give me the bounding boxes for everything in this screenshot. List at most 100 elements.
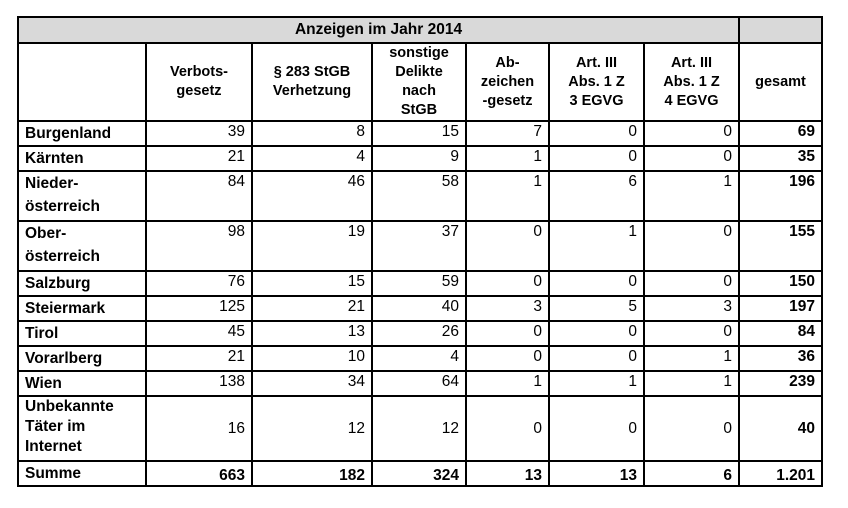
value-cell: 10 xyxy=(251,345,373,372)
table-row: Ober-österreich 98 19 37 0 1 0 155 xyxy=(17,220,823,272)
value-cell: 45 xyxy=(145,320,253,347)
value-cell: 58 xyxy=(371,170,467,222)
row-label: Vorarlberg xyxy=(17,345,147,372)
table-row: Kärnten 21 4 9 1 0 0 35 xyxy=(17,145,823,172)
row-total-cell: 40 xyxy=(738,395,823,462)
sum-cell: 663 xyxy=(145,460,253,487)
value-cell: 4 xyxy=(251,145,373,172)
column-header: sonstige Delikte nach StGB xyxy=(371,42,467,122)
value-cell: 0 xyxy=(465,320,550,347)
statistics-table: Anzeigen im Jahr 2014 Verbots-gesetz § 28… xyxy=(17,16,823,487)
row-total-cell: 196 xyxy=(738,170,823,222)
value-cell: 0 xyxy=(465,270,550,297)
row-label: Burgenland xyxy=(17,120,147,147)
value-cell: 0 xyxy=(643,270,740,297)
value-cell: 0 xyxy=(548,120,645,147)
value-cell: 1 xyxy=(465,170,550,222)
row-total-cell: 150 xyxy=(738,270,823,297)
row-label: Unbekannte Täter im Internet xyxy=(17,395,147,462)
value-cell: 1 xyxy=(548,220,645,272)
value-cell: 1 xyxy=(465,145,550,172)
sum-cell: 182 xyxy=(251,460,373,487)
value-cell: 16 xyxy=(145,395,253,462)
row-total-cell: 155 xyxy=(738,220,823,272)
table-row: Burgenland 39 8 15 7 0 0 69 xyxy=(17,120,823,147)
value-cell: 0 xyxy=(548,270,645,297)
value-cell: 64 xyxy=(371,370,467,397)
value-cell: 6 xyxy=(548,170,645,222)
sum-cell: 13 xyxy=(548,460,645,487)
row-label: Nieder-österreich xyxy=(17,170,147,222)
value-cell: 0 xyxy=(643,120,740,147)
column-header: § 283 StGB Verhetzung xyxy=(251,42,373,122)
value-cell: 26 xyxy=(371,320,467,347)
table-row: Nieder-österreich 84 46 58 1 6 1 196 xyxy=(17,170,823,222)
value-cell: 1 xyxy=(465,370,550,397)
value-cell: 0 xyxy=(548,320,645,347)
table-row: Unbekannte Täter im Internet 16 12 12 0 0 0 40 xyxy=(17,395,823,462)
row-label: Wien xyxy=(17,370,147,397)
value-cell: 12 xyxy=(371,395,467,462)
value-cell: 21 xyxy=(251,295,373,322)
value-cell: 3 xyxy=(643,295,740,322)
row-total-cell: 69 xyxy=(738,120,823,147)
sum-cell: 324 xyxy=(371,460,467,487)
value-cell: 37 xyxy=(371,220,467,272)
value-cell: 0 xyxy=(548,345,645,372)
value-cell: 1 xyxy=(643,345,740,372)
value-cell: 21 xyxy=(145,345,253,372)
value-cell: 138 xyxy=(145,370,253,397)
table-row: Tirol 45 13 26 0 0 0 84 xyxy=(17,320,823,347)
sum-cell: 6 xyxy=(643,460,740,487)
table-row: Wien 138 34 64 1 1 1 239 xyxy=(17,370,823,397)
value-cell: 7 xyxy=(465,120,550,147)
value-cell: 15 xyxy=(251,270,373,297)
value-cell: 4 xyxy=(371,345,467,372)
value-cell: 39 xyxy=(145,120,253,147)
value-cell: 98 xyxy=(145,220,253,272)
value-cell: 9 xyxy=(371,145,467,172)
value-cell: 0 xyxy=(465,345,550,372)
value-cell: 0 xyxy=(465,220,550,272)
value-cell: 34 xyxy=(251,370,373,397)
sum-label: Summe xyxy=(17,460,147,487)
value-cell: 8 xyxy=(251,120,373,147)
row-total-cell: 35 xyxy=(738,145,823,172)
column-header: Ab-zeichen -gesetz xyxy=(465,42,550,122)
row-total-cell: 84 xyxy=(738,320,823,347)
value-cell: 13 xyxy=(251,320,373,347)
value-cell: 0 xyxy=(643,145,740,172)
table-row: Vorarlberg 21 10 4 0 0 1 36 xyxy=(17,345,823,372)
value-cell: 15 xyxy=(371,120,467,147)
column-header: gesamt xyxy=(738,42,823,122)
row-total-cell: 36 xyxy=(738,345,823,372)
row-total-cell: 197 xyxy=(738,295,823,322)
row-label: Salzburg xyxy=(17,270,147,297)
title-blank-cell xyxy=(738,16,823,44)
header-corner-cell xyxy=(17,42,147,122)
value-cell: 0 xyxy=(643,320,740,347)
value-cell: 76 xyxy=(145,270,253,297)
value-cell: 0 xyxy=(548,145,645,172)
value-cell: 1 xyxy=(548,370,645,397)
value-cell: 0 xyxy=(465,395,550,462)
table-title: Anzeigen im Jahr 2014 xyxy=(17,16,740,44)
value-cell: 3 xyxy=(465,295,550,322)
row-label: Tirol xyxy=(17,320,147,347)
grand-total-cell: 1.201 xyxy=(738,460,823,487)
value-cell: 19 xyxy=(251,220,373,272)
value-cell: 0 xyxy=(643,395,740,462)
value-cell: 0 xyxy=(548,395,645,462)
value-cell: 84 xyxy=(145,170,253,222)
value-cell: 59 xyxy=(371,270,467,297)
row-total-cell: 239 xyxy=(738,370,823,397)
sum-row: Summe 663 182 324 13 13 6 1.201 xyxy=(17,460,823,487)
table-row: Salzburg 76 15 59 0 0 0 150 xyxy=(17,270,823,297)
table-row: Steiermark 125 21 40 3 5 3 197 xyxy=(17,295,823,322)
value-cell: 1 xyxy=(643,370,740,397)
row-label: Kärnten xyxy=(17,145,147,172)
value-cell: 46 xyxy=(251,170,373,222)
value-cell: 5 xyxy=(548,295,645,322)
row-label: Ober-österreich xyxy=(17,220,147,272)
